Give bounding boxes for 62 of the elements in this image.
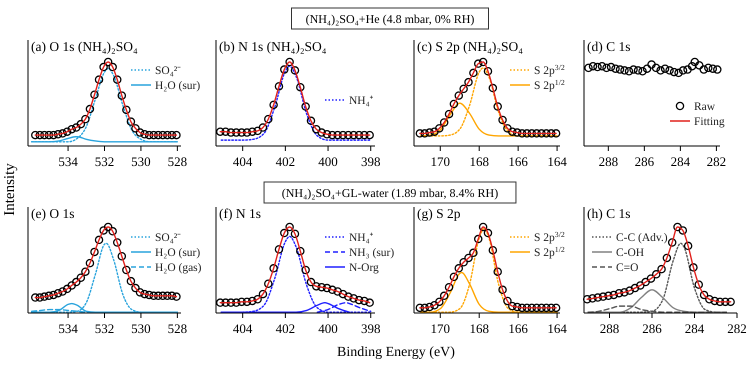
x-tick-label: 404	[232, 321, 253, 336]
legend-label: S 2p$^{1/2}$	[534, 78, 565, 92]
text: (NH₄)₂SO₄+He (4.8 mbar, 0% RH)	[306, 12, 474, 26]
x-tick-label: 166	[508, 321, 528, 336]
chart-title: (c) S 2p (NH₄)₂SO₄	[417, 39, 524, 54]
legend-label: NH₃ (sur)	[349, 247, 394, 259]
x-tick-label: 170	[430, 154, 450, 169]
legend-label: H₂O (sur)	[155, 80, 200, 92]
legend-label: Fitting	[694, 116, 725, 128]
legend-label: H₂O (sur)	[155, 247, 200, 259]
x-tick-label: 288	[598, 154, 618, 169]
x-tick-label: 400	[318, 154, 338, 169]
x-tick-label: 164	[547, 154, 568, 169]
chart-title: (e) O 1s	[31, 206, 74, 221]
x-tick-label: 402	[276, 321, 296, 336]
legend-label: NH₄⁺	[349, 232, 374, 244]
legend-label: SO₄²⁻	[155, 232, 182, 244]
x-tick-label: 532	[94, 154, 114, 169]
text: (NH₄)₂SO₄+GL-water (1.89 mbar, 8.4% RH)	[282, 186, 498, 200]
x-tick-label: 286	[642, 321, 662, 336]
x-tick-label: 398	[360, 154, 380, 169]
chart-title: (d) C 1s	[587, 39, 630, 54]
x-tick-label: 530	[131, 154, 151, 169]
x-tick-label: 534	[58, 321, 78, 336]
x-tick-label: 282	[727, 321, 747, 336]
x-tick-label: 528	[168, 321, 188, 336]
x-tick-label: 398	[360, 321, 380, 336]
x-tick-label: 164	[547, 321, 568, 336]
legend-label: C=O	[616, 262, 638, 274]
x-tick-label: 534	[58, 154, 78, 169]
chart-title: (f) N 1s	[219, 206, 261, 221]
x-tick-label: 404	[232, 154, 253, 169]
legend-label: N-Org	[349, 262, 380, 274]
legend-label: Raw	[694, 101, 716, 113]
x-tick-label: 288	[600, 321, 620, 336]
chart-title: (a) O 1s (NH₄)₂SO₄	[31, 39, 138, 54]
chart-title: (g) S 2p	[417, 206, 461, 221]
chart-title: (b) N 1s (NH₄)₂SO₄	[219, 39, 327, 54]
x-tick-label: 532	[94, 321, 114, 336]
legend-label: H₂O (gas)	[155, 262, 202, 274]
x-tick-label: 402	[276, 154, 296, 169]
x-tick-label: 400	[318, 321, 338, 336]
x-axis-title: Binding Energy (eV)	[337, 345, 456, 360]
x-tick-label: 284	[670, 154, 691, 169]
y-axis-title: Intensity	[2, 162, 18, 216]
x-tick-label: 284	[684, 321, 705, 336]
legend-label: SO₄²⁻	[155, 65, 182, 77]
legend-label: S 2p$^{3/2}$	[534, 230, 565, 244]
legend-label: C-OH	[616, 247, 644, 259]
x-tick-label: 166	[508, 154, 528, 169]
x-tick-label: 286	[634, 154, 655, 169]
x-tick-label: 528	[168, 154, 188, 169]
x-tick-label: 168	[469, 321, 489, 336]
x-tick-label: 530	[131, 321, 151, 336]
x-tick-label: 282	[706, 154, 726, 169]
legend-label: NH₄⁺	[349, 95, 374, 107]
chart-title: (h) C 1s	[587, 206, 630, 221]
legend-label: C-C (Adv.)	[616, 232, 668, 244]
x-tick-label: 170	[430, 321, 450, 336]
legend-label: S 2p$^{3/2}$	[534, 62, 565, 77]
x-tick-label: 168	[469, 154, 489, 169]
legend-label: S 2p$^{1/2}$	[534, 244, 565, 259]
